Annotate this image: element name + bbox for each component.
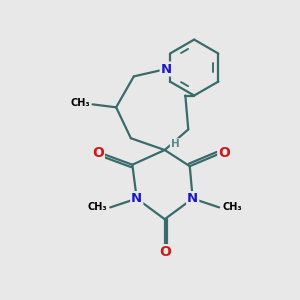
Text: O: O xyxy=(218,146,230,160)
Text: O: O xyxy=(92,146,104,160)
Text: N: N xyxy=(131,192,142,205)
Text: N: N xyxy=(160,62,172,76)
Text: CH₃: CH₃ xyxy=(223,202,242,212)
Text: CH₃: CH₃ xyxy=(87,202,107,212)
Text: O: O xyxy=(159,245,171,259)
Text: H: H xyxy=(171,139,179,149)
Text: N: N xyxy=(187,192,198,205)
Text: CH₃: CH₃ xyxy=(70,98,90,108)
